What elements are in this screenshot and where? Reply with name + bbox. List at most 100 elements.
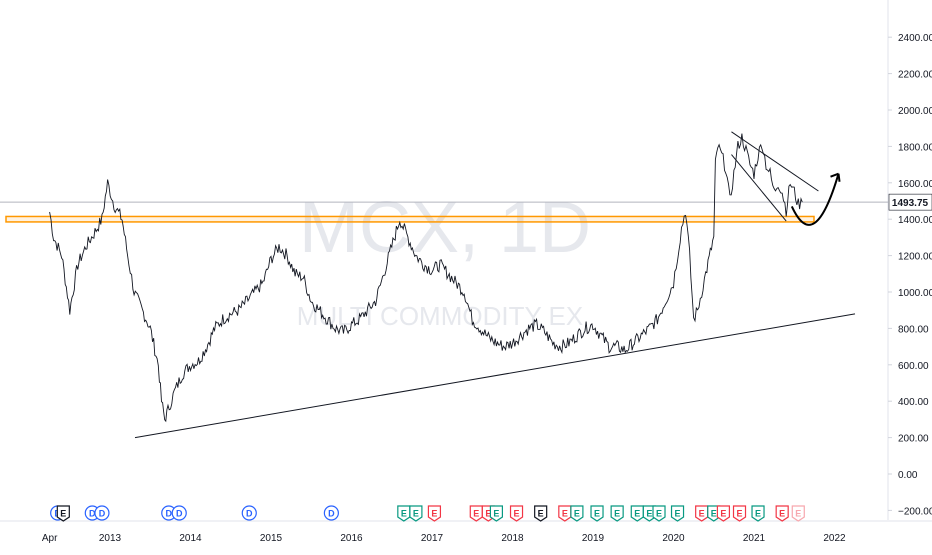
y-tick-label: 600.00 <box>898 361 929 372</box>
y-tick-label: 2000.00 <box>898 106 932 117</box>
channel-upper-line[interactable] <box>731 131 819 192</box>
earnings-marker[interactable]: E <box>791 505 805 522</box>
earnings-marker[interactable]: E <box>670 505 685 522</box>
y-tick-label: 2400.00 <box>898 33 932 44</box>
marker-letter: E <box>656 509 662 519</box>
marker-letter: D <box>166 509 173 519</box>
last-price-tag: 1493.75 <box>888 193 932 211</box>
channel-lower-line[interactable] <box>731 154 787 222</box>
earnings-badge <box>590 505 604 522</box>
earnings-marker[interactable]: E <box>775 505 789 522</box>
marker-letter: E <box>795 509 801 519</box>
marker-letter: E <box>594 509 600 519</box>
y-tick-label: 2200.00 <box>898 70 932 81</box>
marker-letter: E <box>413 509 419 519</box>
earnings-badge <box>534 505 548 522</box>
earnings-badge <box>716 505 731 522</box>
y-tick-label: 1800.00 <box>898 142 932 153</box>
marker-letter: E <box>485 509 491 519</box>
earnings-marker[interactable]: E <box>590 505 604 522</box>
x-tick-label: 2015 <box>260 533 283 544</box>
earnings-badge <box>558 505 572 522</box>
earnings-marker[interactable]: E <box>409 505 423 522</box>
x-tick-label: 2022 <box>823 533 846 544</box>
marker-letter: D <box>328 509 335 519</box>
marker-letter: E <box>699 509 705 519</box>
drawings[interactable] <box>0 131 888 439</box>
x-tick-label: 2021 <box>743 533 766 544</box>
dividend-badge <box>323 505 339 521</box>
earnings-badge <box>775 505 789 522</box>
marker-letter: E <box>646 509 652 519</box>
marker-letter: D <box>99 509 106 519</box>
marker-letter: D <box>176 509 183 519</box>
rising-trendline[interactable] <box>134 313 856 439</box>
earnings-marker[interactable]: E <box>630 505 644 522</box>
earnings-badge <box>610 505 624 522</box>
marker-letter: E <box>634 509 640 519</box>
dividend-marker[interactable]: D <box>171 505 187 521</box>
marker-letter: E <box>675 509 681 519</box>
event-markers[interactable]: DEDDDDDDEEEEEEEEEEEEEEEEEEEEEEE <box>50 505 805 522</box>
earnings-badge <box>670 505 685 522</box>
earnings-marker[interactable]: E <box>509 505 524 522</box>
earnings-marker[interactable]: E <box>570 505 584 522</box>
marker-letter: E <box>614 509 620 519</box>
x-tick-label: 2013 <box>99 533 122 544</box>
marker-letter: E <box>755 509 761 519</box>
earnings-marker[interactable]: E <box>732 505 747 522</box>
earnings-badge <box>652 505 666 522</box>
earnings-badge <box>791 505 805 522</box>
marker-letter: E <box>538 509 544 519</box>
earnings-marker[interactable]: E <box>610 505 624 522</box>
x-tick-label: 2019 <box>582 533 605 544</box>
earnings-badge <box>427 505 442 522</box>
price-axis[interactable]: 2400.00 2200.00 2000.00 1800.00 1600.00 1400.… <box>888 33 932 517</box>
earnings-marker[interactable]: E <box>56 505 70 522</box>
projection-curve[interactable] <box>790 173 840 226</box>
price-series <box>49 133 803 423</box>
y-tick-label: 400.00 <box>898 397 929 408</box>
earnings-marker[interactable]: E <box>534 505 548 522</box>
dividend-marker[interactable]: D <box>241 505 257 521</box>
earnings-marker[interactable]: E <box>427 505 442 522</box>
earnings-badge <box>469 505 483 522</box>
marker-letter: E <box>473 509 479 519</box>
marker-letter: E <box>514 509 520 519</box>
y-tick-label: 1200.00 <box>898 252 932 263</box>
earnings-badge <box>695 505 709 522</box>
marker-letter: E <box>711 509 717 519</box>
marker-letter: E <box>401 509 407 519</box>
earnings-marker[interactable]: E <box>695 505 709 522</box>
x-tick-label: Apr <box>42 533 58 544</box>
earnings-marker[interactable]: E <box>397 505 411 522</box>
watermark: MCX, 1D MULTI COMMODITY EX <box>297 188 591 331</box>
dividend-badge <box>171 505 187 521</box>
earnings-marker[interactable]: E <box>558 505 572 522</box>
earnings-marker[interactable]: E <box>489 505 503 522</box>
y-tick-label: 1400.00 <box>898 215 932 226</box>
watermark-symbol: MCX, 1D <box>299 188 591 268</box>
earnings-marker[interactable]: E <box>751 505 765 522</box>
earnings-marker[interactable]: E <box>469 505 483 522</box>
y-tick-label: 800.00 <box>898 324 929 335</box>
marker-letter: E <box>431 509 437 519</box>
time-axis[interactable]: Apr 2013 2014 2015 2016 2017 2018 2019 2020 2021 2… <box>42 533 846 544</box>
x-tick-label: 2016 <box>340 533 363 544</box>
y-tick-label: 1000.00 <box>898 288 932 299</box>
marker-letter: E <box>574 509 580 519</box>
dividend-marker[interactable]: D <box>323 505 339 521</box>
marker-letter: E <box>562 509 568 519</box>
earnings-badge <box>509 505 524 522</box>
resistance-zone[interactable] <box>5 215 815 223</box>
dividend-marker[interactable]: D <box>94 505 110 521</box>
earnings-marker[interactable]: E <box>716 505 731 522</box>
price-line <box>49 133 803 423</box>
earnings-badge <box>489 505 503 522</box>
marker-letter: D <box>89 509 96 519</box>
marker-letter: E <box>493 509 499 519</box>
earnings-marker[interactable]: E <box>652 505 666 522</box>
y-tick-label: −200.00 <box>898 506 932 517</box>
